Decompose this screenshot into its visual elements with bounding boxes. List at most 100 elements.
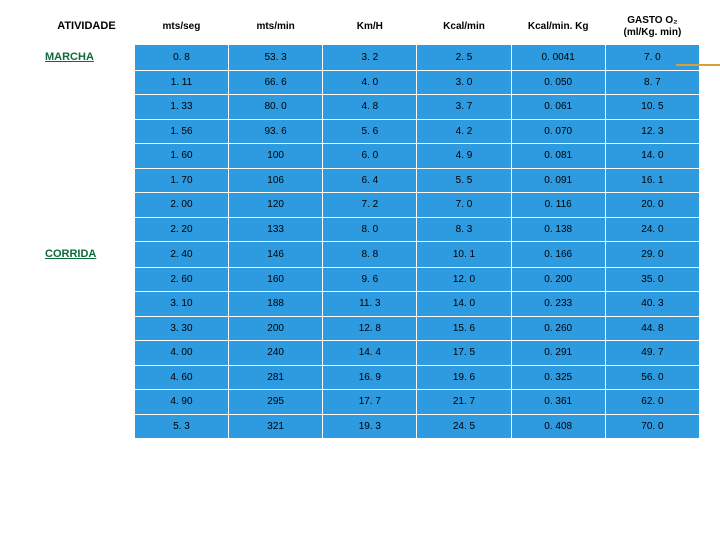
table-row: 2. 001207. 27. 00. 11620. 0 xyxy=(39,193,700,218)
data-cell: 2. 40 xyxy=(134,242,228,268)
data-cell: 53. 3 xyxy=(229,45,323,71)
data-cell: 0. 291 xyxy=(511,341,605,366)
col-km-h: Km/H xyxy=(323,9,417,45)
data-cell: 2. 00 xyxy=(134,193,228,218)
empty-activity-cell xyxy=(39,365,135,390)
data-cell: 4. 90 xyxy=(134,390,228,415)
data-cell: 0. 081 xyxy=(511,144,605,169)
data-cell: 0. 8 xyxy=(134,45,228,71)
empty-activity-cell xyxy=(39,193,135,218)
data-cell: 4. 00 xyxy=(134,341,228,366)
table-row: 5. 332119. 324. 50. 40870. 0 xyxy=(39,414,700,439)
empty-activity-cell xyxy=(39,70,135,95)
data-cell: 70. 0 xyxy=(605,414,699,439)
data-cell: 5. 5 xyxy=(417,168,511,193)
data-cell: 0. 138 xyxy=(511,217,605,242)
data-cell: 8. 8 xyxy=(323,242,417,268)
empty-activity-cell xyxy=(39,119,135,144)
data-cell: 24. 5 xyxy=(417,414,511,439)
data-cell: 0. 116 xyxy=(511,193,605,218)
data-cell: 0. 361 xyxy=(511,390,605,415)
data-cell: 14. 0 xyxy=(417,292,511,317)
table-row: 1. 1166. 64. 03. 00. 0508. 7 xyxy=(39,70,700,95)
data-cell: 6. 4 xyxy=(323,168,417,193)
data-cell: 19. 3 xyxy=(323,414,417,439)
data-cell: 0. 091 xyxy=(511,168,605,193)
data-cell: 3. 7 xyxy=(417,95,511,120)
table-container: ATIVIDADE mts/seg mts/min Km/H Kcal/min … xyxy=(0,0,720,540)
data-cell: 0. 233 xyxy=(511,292,605,317)
data-cell: 24. 0 xyxy=(605,217,699,242)
data-cell: 7. 2 xyxy=(323,193,417,218)
data-cell: 0. 200 xyxy=(511,267,605,292)
data-cell: 0. 325 xyxy=(511,365,605,390)
col-gasto-o2: GASTO O₂ (ml/Kg. min) xyxy=(605,9,699,45)
data-cell: 10. 1 xyxy=(417,242,511,268)
data-cell: 281 xyxy=(229,365,323,390)
data-cell: 0. 166 xyxy=(511,242,605,268)
table-row: 1. 3380. 04. 83. 70. 06110. 5 xyxy=(39,95,700,120)
data-cell: 188 xyxy=(229,292,323,317)
data-cell: 35. 0 xyxy=(605,267,699,292)
activity-table: ATIVIDADE mts/seg mts/min Km/H Kcal/min … xyxy=(38,8,700,439)
data-cell: 3. 30 xyxy=(134,316,228,341)
table-row: 4. 9029517. 721. 70. 36162. 0 xyxy=(39,390,700,415)
data-cell: 7. 0 xyxy=(605,45,699,71)
data-cell: 66. 6 xyxy=(229,70,323,95)
data-cell: 12. 8 xyxy=(323,316,417,341)
data-cell: 0. 070 xyxy=(511,119,605,144)
data-cell: 3. 2 xyxy=(323,45,417,71)
table-row: MARCHA0. 853. 33. 22. 50. 00417. 0 xyxy=(39,45,700,71)
table-body: MARCHA0. 853. 33. 22. 50. 00417. 01. 116… xyxy=(39,45,700,439)
table-row: 2. 601609. 612. 00. 20035. 0 xyxy=(39,267,700,292)
empty-activity-cell xyxy=(39,267,135,292)
data-cell: 62. 0 xyxy=(605,390,699,415)
data-cell: 1. 11 xyxy=(134,70,228,95)
data-cell: 5. 3 xyxy=(134,414,228,439)
data-cell: 56. 0 xyxy=(605,365,699,390)
data-cell: 44. 8 xyxy=(605,316,699,341)
data-cell: 10. 5 xyxy=(605,95,699,120)
data-cell: 1. 60 xyxy=(134,144,228,169)
data-cell: 40. 3 xyxy=(605,292,699,317)
data-cell: 2. 20 xyxy=(134,217,228,242)
empty-activity-cell xyxy=(39,341,135,366)
data-cell: 0. 408 xyxy=(511,414,605,439)
data-cell: 4. 8 xyxy=(323,95,417,120)
data-cell: 321 xyxy=(229,414,323,439)
table-header: ATIVIDADE mts/seg mts/min Km/H Kcal/min … xyxy=(39,9,700,45)
activity-cell: MARCHA xyxy=(39,45,135,71)
data-cell: 240 xyxy=(229,341,323,366)
data-cell: 120 xyxy=(229,193,323,218)
data-cell: 17. 7 xyxy=(323,390,417,415)
empty-activity-cell xyxy=(39,95,135,120)
table-row: 3. 3020012. 815. 60. 26044. 8 xyxy=(39,316,700,341)
data-cell: 4. 0 xyxy=(323,70,417,95)
data-cell: 3. 10 xyxy=(134,292,228,317)
data-cell: 19. 6 xyxy=(417,365,511,390)
data-cell: 133 xyxy=(229,217,323,242)
accent-bar xyxy=(676,64,720,66)
data-cell: 8. 3 xyxy=(417,217,511,242)
col-atividade: ATIVIDADE xyxy=(39,9,135,45)
data-cell: 146 xyxy=(229,242,323,268)
empty-activity-cell xyxy=(39,168,135,193)
activity-cell: CORRIDA xyxy=(39,242,135,268)
data-cell: 0. 260 xyxy=(511,316,605,341)
data-cell: 4. 60 xyxy=(134,365,228,390)
data-cell: 20. 0 xyxy=(605,193,699,218)
data-cell: 6. 0 xyxy=(323,144,417,169)
empty-activity-cell xyxy=(39,390,135,415)
data-cell: 106 xyxy=(229,168,323,193)
empty-activity-cell xyxy=(39,292,135,317)
data-cell: 14. 4 xyxy=(323,341,417,366)
data-cell: 7. 0 xyxy=(417,193,511,218)
data-cell: 49. 7 xyxy=(605,341,699,366)
data-cell: 93. 6 xyxy=(229,119,323,144)
data-cell: 16. 1 xyxy=(605,168,699,193)
data-cell: 11. 3 xyxy=(323,292,417,317)
empty-activity-cell xyxy=(39,316,135,341)
col-mts-seg: mts/seg xyxy=(134,9,228,45)
data-cell: 80. 0 xyxy=(229,95,323,120)
col-mts-min: mts/min xyxy=(229,9,323,45)
